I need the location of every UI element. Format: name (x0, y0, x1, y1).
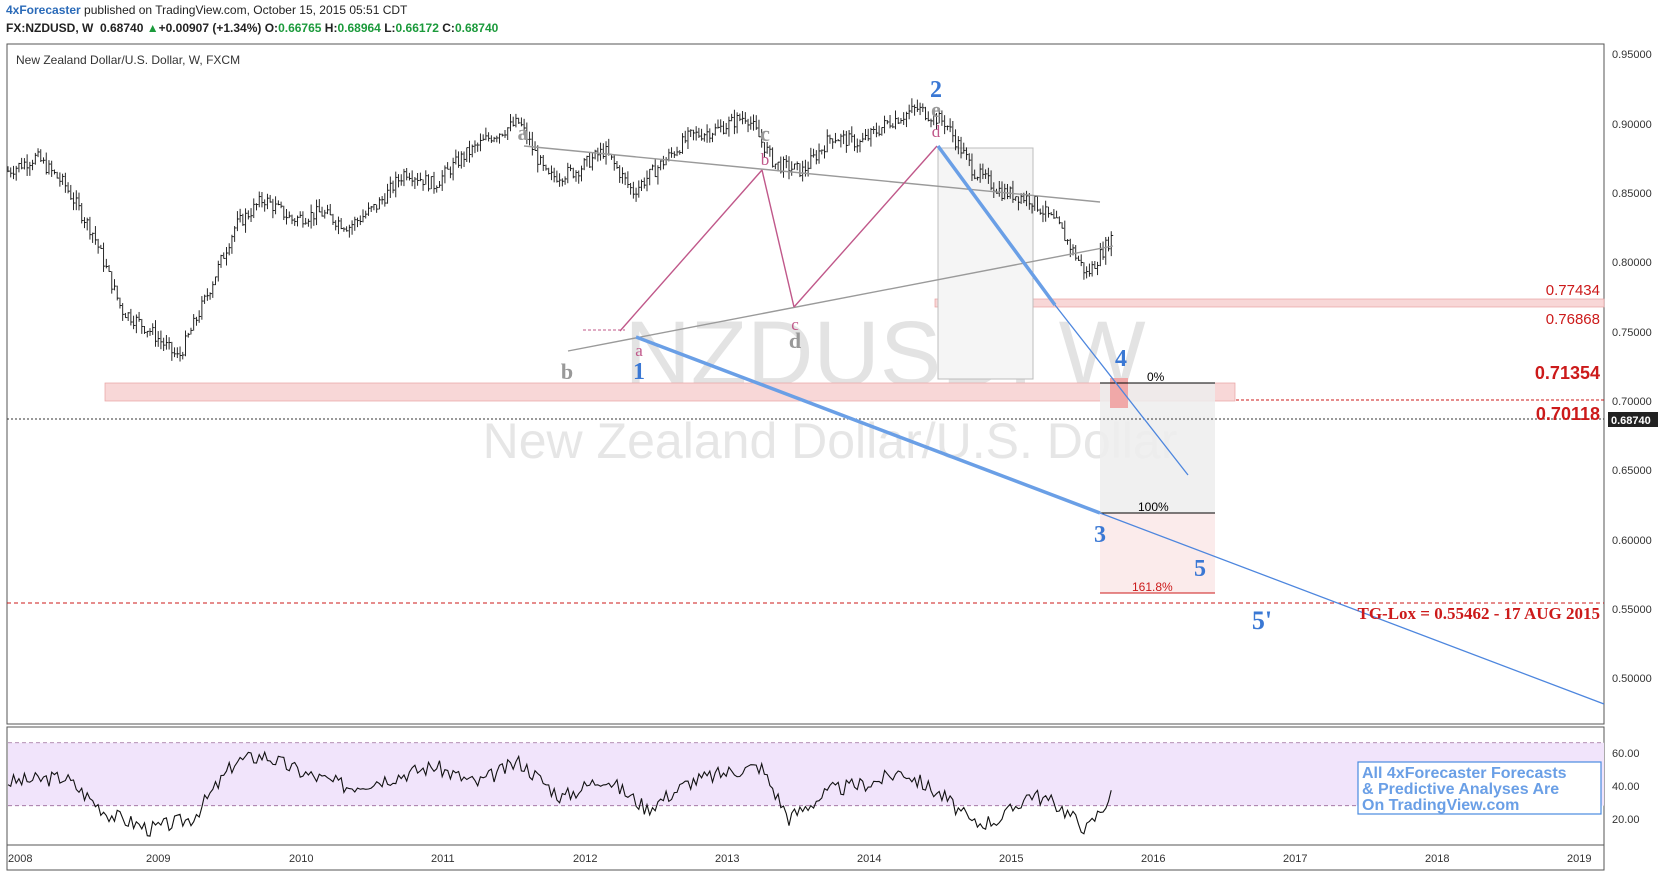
promo-line-2: & Predictive Analyses Are (1362, 781, 1559, 798)
wave-line-2-4-extension (1054, 304, 1189, 476)
time-tick: 2009 (146, 853, 170, 865)
price-tick: 0.95000 (1612, 49, 1652, 61)
instrument-title: New Zealand Dollar/U.S. Dollar, W, FXCM (16, 53, 240, 67)
pink-label-b: b (761, 150, 770, 169)
level-label-077434: 0.77434 (1546, 282, 1600, 299)
trendline-gray-upper (523, 145, 1101, 203)
low-label: L: (384, 21, 396, 35)
pink-label-c: c (791, 315, 799, 334)
time-tick: 2010 (289, 853, 313, 865)
change-value: +0.00907 (+1.34%) (158, 21, 262, 35)
time-tick: 2008 (8, 853, 32, 865)
gray-label-d: d (789, 328, 801, 353)
time-axis-frame (6, 844, 1605, 871)
fib-161-label: 161.8% (1132, 580, 1173, 594)
wave-label-1: 1 (633, 359, 645, 385)
watermark-name: New Zealand Dollar/U.S. Dollar (483, 413, 1178, 469)
wave-label-5: 5 (1194, 556, 1206, 582)
rsi-layer (7, 742, 1604, 837)
pink-line-2 (761, 169, 795, 308)
gray-label-a: a (518, 120, 529, 145)
pink-label-a: a (635, 341, 643, 360)
price-bars (7, 98, 1114, 362)
close-value: 0.68740 (454, 21, 499, 35)
zone-077 (934, 298, 1605, 308)
price-tick: 0.85000 (1612, 188, 1652, 200)
time-tick: 2013 (715, 853, 739, 865)
time-tick: 2018 (1425, 853, 1449, 865)
current-price-label: 0.68740 (1611, 415, 1651, 427)
fib-0-label: 0% (1147, 370, 1165, 384)
level-label-076868: 0.76868 (1546, 311, 1600, 328)
rsi-tick: 60.00 (1612, 748, 1640, 760)
promo-line-3: On TradingView.com (1362, 797, 1519, 814)
price-tick: 0.60000 (1612, 535, 1652, 547)
time-tick: 2014 (857, 853, 881, 865)
fib-red-marker (1110, 378, 1128, 408)
fib-100-label: 100% (1138, 500, 1169, 514)
open-value: 0.66765 (278, 21, 322, 35)
low-value: 0.66172 (395, 21, 439, 35)
promo-line-1: All 4xForecaster Forecasts (1362, 765, 1567, 782)
price-panel-frame (6, 43, 1605, 725)
high-label: H: (324, 21, 338, 35)
time-tick: 2019 (1567, 853, 1591, 865)
promo-box (1357, 761, 1602, 815)
wave-label-4: 4 (1115, 346, 1127, 372)
trendline-gray-lower (567, 245, 1114, 352)
open-label: O: (264, 21, 279, 35)
current-price-tag (1608, 412, 1658, 427)
target-label: TG-Lox = 0.55462 - 17 AUG 2015 (1358, 604, 1601, 623)
fib-zone-lower (1100, 513, 1215, 593)
price-axis: 0.95000 0.90000 0.85000 0.80000 0.75000 … (1612, 49, 1652, 685)
gray-label-b: b (561, 359, 573, 384)
gray-projection-box (937, 147, 1034, 380)
rsi-tick: 40.00 (1612, 781, 1640, 793)
up-arrow-icon: ▲ (146, 21, 159, 35)
wave-line-3-extension (1099, 512, 1605, 705)
symbol-label[interactable]: FX:NZDUSD, W (6, 21, 94, 35)
rsi-band (8, 742, 1604, 806)
rsi-tick: 20.00 (1612, 814, 1640, 826)
zone-071 (104, 382, 1236, 402)
last-price: 0.68740 (100, 21, 144, 35)
price-tick: 0.80000 (1612, 257, 1652, 269)
price-tick: 0.65000 (1612, 465, 1652, 477)
wave-line-1-3 (635, 335, 1101, 515)
ohlc-line: FX:NZDUSD, W 0.68740 ▲+0.00907 (+1.34%) … (6, 21, 498, 35)
wave-label-3: 3 (1094, 522, 1106, 548)
time-tick: 2012 (573, 853, 597, 865)
time-tick: 2017 (1283, 853, 1307, 865)
author-link[interactable]: 4xForecaster (6, 3, 81, 17)
high-value: 0.68964 (337, 21, 381, 35)
time-tick: 2011 (431, 853, 455, 865)
price-tick: 0.50000 (1612, 673, 1652, 685)
rsi-line (7, 750, 1112, 837)
level-label-071354: 0.71354 (1535, 363, 1600, 383)
published-text: published on TradingView.com, October 15… (80, 3, 408, 17)
close-label: C: (442, 21, 455, 35)
time-tick: 2016 (1141, 853, 1165, 865)
gray-label-e: e (931, 97, 941, 122)
gray-label-c: c (760, 121, 770, 146)
price-tick: 0.55000 (1612, 604, 1652, 616)
price-tick: 0.75000 (1612, 327, 1652, 339)
price-tick: 0.70000 (1612, 396, 1652, 408)
wave-label-2: 2 (930, 77, 942, 103)
pink-line-3 (793, 145, 938, 308)
pink-line-1 (619, 169, 763, 332)
level-label-070118: 0.70118 (1536, 404, 1600, 424)
publish-line: 4xForecaster published on TradingView.co… (6, 3, 407, 17)
pink-label-d: d (932, 122, 941, 141)
time-axis: 2008 2009 2010 2011 2012 2013 2014 2015 … (8, 853, 1591, 865)
wave-line-2-down (936, 144, 1057, 307)
wave-label-5-prime: 5' (1252, 606, 1272, 635)
time-tick: 2015 (999, 853, 1023, 865)
price-tick: 0.90000 (1612, 119, 1652, 131)
chart-header: 4xForecaster published on TradingView.co… (0, 0, 1664, 40)
